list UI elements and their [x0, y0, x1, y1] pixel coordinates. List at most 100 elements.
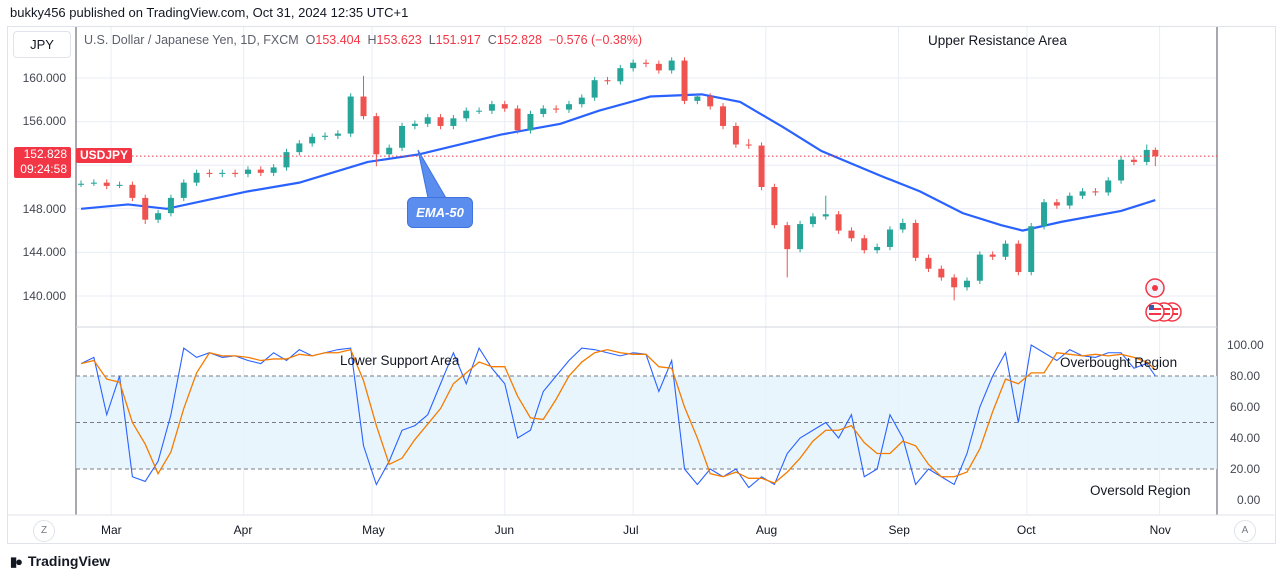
candle: [707, 93, 714, 110]
candle: [848, 227, 855, 242]
candle: [180, 179, 187, 202]
candle: [912, 219, 919, 262]
candle: [232, 169, 239, 178]
oscillator-band: [76, 375, 1217, 470]
candle: [437, 113, 444, 130]
price-tick: 156.000: [22, 114, 66, 128]
candle: [424, 113, 431, 128]
legend-open-label: O: [305, 33, 316, 47]
zoom-button[interactable]: Z: [33, 520, 55, 542]
candle: [617, 64, 624, 85]
time-tick: Sep: [888, 523, 910, 537]
ema-50-line: [80, 93, 1156, 232]
tradingview-brand: TradingView: [27, 553, 111, 569]
time-tick: Oct: [1016, 523, 1036, 537]
candle: [1053, 198, 1060, 209]
candle: [347, 93, 354, 137]
candle: [514, 105, 521, 134]
currency-button[interactable]: JPY: [13, 31, 71, 58]
candle: [681, 57, 688, 105]
annotation-overbought: Overbought Region: [1060, 355, 1178, 370]
candle: [899, 218, 906, 233]
time-tick: Aug: [755, 523, 778, 537]
candle: [257, 166, 264, 177]
candle: [758, 142, 765, 191]
last-price: 152.828: [23, 147, 67, 161]
candle: [565, 100, 572, 113]
candle: [874, 243, 881, 254]
candle: [925, 254, 932, 273]
osc-tick: 80.00: [1230, 369, 1261, 383]
stoch-d-line: [80, 348, 1156, 484]
candle: [142, 194, 149, 225]
candle: [643, 59, 649, 68]
legend-low: 151.917: [435, 33, 481, 47]
candle: [1105, 177, 1112, 196]
candles: [78, 57, 1159, 301]
osc-tick: 40.00: [1230, 431, 1261, 445]
osc-tick: 100.00: [1227, 338, 1264, 352]
symbol-legend: U.S. Dollar / Japanese Yen, 1D, FXCM O15…: [84, 33, 642, 47]
legend-high: 153.623: [376, 33, 422, 47]
candle: [103, 179, 110, 190]
candle: [373, 112, 380, 167]
candle: [450, 115, 457, 130]
auto-scale-button[interactable]: A: [1234, 520, 1256, 542]
candle: [411, 120, 418, 130]
candle: [1118, 156, 1125, 184]
symbol-tag: USDJPY: [76, 148, 133, 163]
legend-close: 152.828: [496, 33, 542, 47]
legend-low-label: L: [428, 33, 436, 47]
candle: [463, 107, 470, 122]
candle: [938, 265, 945, 281]
candle: [1002, 240, 1009, 261]
annotation-lower-support: Lower Support Area: [340, 353, 460, 368]
ema-callout-pointer: [417, 149, 447, 199]
candle: [1092, 188, 1099, 196]
candle: [1130, 156, 1137, 166]
time-tick: Mar: [101, 523, 122, 537]
candle: [822, 195, 829, 220]
candle: [386, 144, 393, 158]
candle: [886, 226, 893, 251]
time-tick: May: [362, 523, 385, 537]
price-tick: 144.000: [22, 245, 66, 259]
price-tick: 148.000: [22, 202, 66, 216]
annotation-upper-resistance: Upper Resistance Area: [928, 33, 1067, 48]
candle: [116, 181, 123, 189]
candle: [861, 234, 868, 254]
legend-change: −0.576 (−0.38%): [548, 33, 643, 47]
candle: [732, 122, 739, 148]
price-tick: 140.000: [22, 289, 66, 303]
legend-open: 153.404: [315, 33, 361, 47]
candle: [976, 251, 983, 285]
candle: [540, 105, 547, 118]
candle: [501, 100, 508, 112]
bar-countdown: 09:24:58: [20, 162, 67, 176]
candle: [797, 220, 804, 253]
us-flag-icon[interactable]: [1145, 302, 1165, 322]
candle: [951, 274, 958, 301]
candle: [283, 148, 290, 171]
tradingview-logo: ▮● TradingView: [10, 553, 110, 570]
grid: [8, 27, 1274, 516]
candle: [835, 210, 842, 234]
candle: [219, 169, 226, 178]
osc-tick: 60.00: [1230, 400, 1261, 414]
candle: [630, 59, 637, 72]
legend-high-label: H: [367, 33, 377, 47]
candle: [476, 107, 483, 114]
chart-overlays: [76, 149, 1217, 322]
event-dot-icon-core: [1152, 285, 1158, 291]
candle: [155, 209, 162, 223]
candle: [270, 164, 277, 177]
candle: [78, 180, 85, 187]
candle: [129, 181, 136, 202]
time-tick: Jun: [494, 523, 515, 537]
stoch-k-line: [80, 344, 1156, 489]
ema-50-line-path: [80, 93, 1156, 232]
candle: [1066, 192, 1073, 209]
candle: [964, 277, 970, 291]
candle: [309, 133, 316, 147]
